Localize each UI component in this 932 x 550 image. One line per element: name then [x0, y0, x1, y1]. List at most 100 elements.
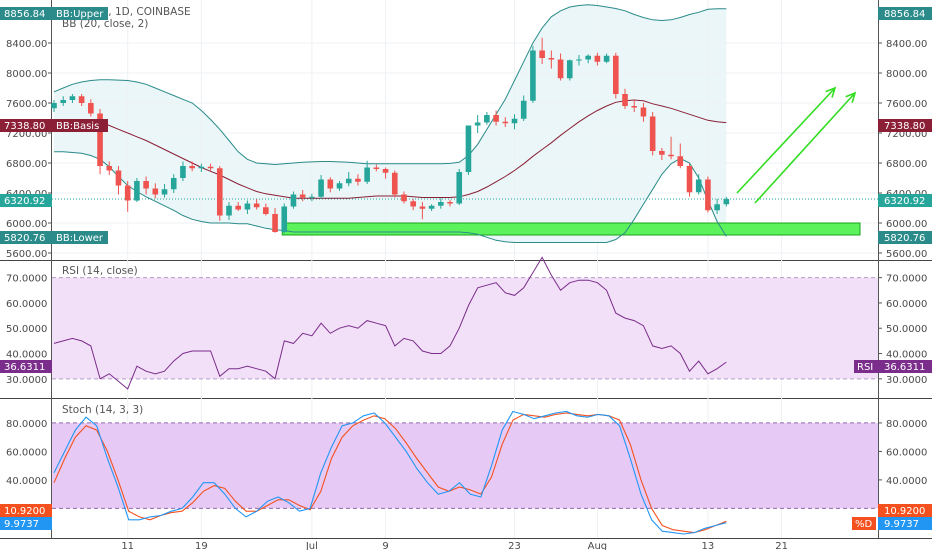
- candle: [309, 193, 315, 202]
- candle: [124, 181, 131, 212]
- candle-body: [60, 100, 67, 103]
- candle-body: [318, 179, 324, 197]
- x-tick-label: Jul: [305, 541, 318, 550]
- candle-body: [382, 169, 389, 173]
- stoch-k-left-value: 9.9737: [4, 519, 39, 530]
- price-tick-label-left: 8000.00: [6, 69, 47, 80]
- candle: [557, 53, 564, 81]
- support-zone-rect: [281, 222, 861, 236]
- candle-body: [493, 115, 499, 122]
- candle-body: [548, 58, 555, 60]
- stoch-d-right-badge: 10.9200: [878, 504, 932, 517]
- candle-body: [566, 60, 573, 79]
- candle-body: [189, 166, 195, 169]
- bb-basis-left-badge: 7338.80 BB:Basis: [0, 119, 108, 132]
- rsi-right-badge: RSI 36.6311: [854, 360, 932, 373]
- bb-lower-right-value: 5820.76: [884, 233, 925, 244]
- candle-body: [235, 205, 241, 210]
- candle-body: [272, 214, 278, 232]
- candle: [373, 164, 380, 172]
- candle-body: [253, 203, 260, 208]
- stoch-k-left-badge: 9.9737: [0, 517, 52, 530]
- bb-basis-right-value: 7338.80: [884, 121, 925, 132]
- candle: [355, 174, 361, 186]
- candle: [631, 100, 638, 112]
- rsi-right-label: RSI: [857, 362, 873, 373]
- candle: [723, 196, 730, 207]
- candle: [456, 169, 463, 205]
- candle-body: [207, 166, 214, 169]
- candle: [263, 203, 269, 216]
- candle: [198, 163, 205, 172]
- rsi-tick-label-right: 30.0000: [886, 375, 927, 386]
- candle: [207, 163, 214, 171]
- candle-body: [355, 178, 361, 182]
- candles[interactable]: [51, 37, 730, 234]
- candle-body: [576, 59, 582, 61]
- stoch-title: Stoch (14, 3, 3): [62, 404, 143, 416]
- last-price-right-value: 6320.92: [884, 196, 925, 207]
- candle: [180, 161, 186, 181]
- candle: [281, 203, 288, 234]
- candle: [170, 174, 177, 193]
- price-tick-label-right: 7200.00: [886, 129, 927, 140]
- price-tick-label-right: 8400.00: [886, 39, 927, 50]
- trend-arrow-head: [845, 91, 857, 103]
- stoch-panel[interactable]: [52, 410, 878, 535]
- grid-lines: [52, 0, 878, 538]
- candle: [235, 202, 241, 211]
- last-price-left-badge: 6320.92: [0, 194, 52, 207]
- candle-body: [143, 181, 149, 189]
- candle: [318, 175, 324, 199]
- candle: [530, 46, 536, 103]
- candle-body: [401, 194, 407, 202]
- candle: [272, 208, 278, 233]
- candle-body: [134, 181, 140, 201]
- rsi-tick-label-right: 70.0000: [886, 274, 927, 285]
- candle: [438, 198, 444, 209]
- candle: [216, 166, 223, 221]
- trend-arrow: [736, 86, 837, 194]
- price-tick-label-right: 8000.00: [886, 69, 927, 80]
- bb-lower-line: [54, 151, 727, 243]
- bb-upper-left-value: 8856.84: [4, 9, 45, 20]
- candle-body: [631, 106, 638, 108]
- candle-body: [327, 179, 334, 189]
- candle-body: [180, 166, 186, 178]
- bb-lower-left-value: 5820.76: [4, 233, 45, 244]
- candle: [539, 37, 545, 64]
- support-zone: [281, 222, 861, 236]
- candle: [253, 199, 260, 210]
- candle-body: [88, 103, 94, 114]
- candle: [594, 52, 601, 66]
- candle: [705, 176, 711, 213]
- candle: [88, 99, 94, 117]
- bb-basis-right-badge: 7338.80: [878, 119, 932, 132]
- candle: [115, 166, 122, 195]
- stoch-tick-label-left: 60.0000: [6, 447, 47, 458]
- bollinger-band-lines: [53, 4, 727, 243]
- rsi-tick-label-right: 50.0000: [886, 324, 927, 335]
- candle-body: [226, 205, 232, 216]
- candle-body: [640, 107, 647, 117]
- rsi-line: [53, 256, 727, 390]
- candle: [69, 94, 76, 103]
- stoch-d-right-label: %D: [855, 519, 873, 530]
- price-tick-label-right: 5600.00: [886, 249, 927, 260]
- candle: [78, 94, 85, 106]
- bb-upper-right-badge: 8856.84: [878, 7, 932, 20]
- candle-body: [539, 50, 545, 58]
- candle-body: [511, 118, 518, 124]
- candle-body: [456, 172, 463, 204]
- candle-body: [659, 151, 665, 155]
- candle: [244, 200, 251, 214]
- candle: [60, 96, 67, 106]
- candle: [161, 184, 168, 198]
- stoch-tick-label-right: 40.0000: [886, 476, 927, 487]
- rsi-panel[interactable]: [52, 256, 878, 390]
- candle: [502, 117, 509, 127]
- x-tick-label: 11: [121, 541, 134, 550]
- stoch-tick-label-left: 80.0000: [6, 419, 47, 430]
